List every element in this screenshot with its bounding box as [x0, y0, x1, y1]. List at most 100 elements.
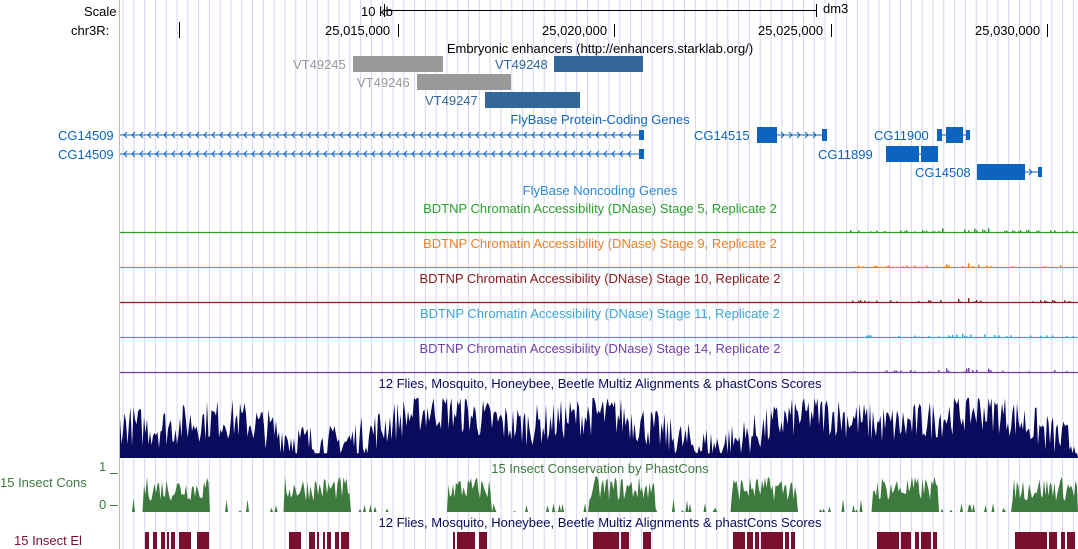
track-title-flybase-noncoding[interactable]: FlyBase Noncoding Genes [522, 183, 678, 198]
strand-chevron [131, 131, 136, 139]
track-title-enhancers[interactable]: Embryonic enhancers (http://enhancers.st… [446, 41, 754, 56]
gene-label-cg14509[interactable]: CG14509 [58, 147, 114, 162]
strand-chevron [427, 131, 432, 139]
scale-label: Scale [84, 4, 117, 19]
dnase-peak [886, 370, 888, 372]
track-title-flybase-coding[interactable]: FlyBase Protein-Coding Genes [510, 112, 690, 127]
track-title-dnase-stage9[interactable]: BDTNP Chromatin Accessibility (DNase) St… [423, 236, 777, 251]
conserved-element [467, 532, 469, 549]
dnase-peak [1072, 336, 1074, 337]
dnase-peak [964, 335, 966, 337]
dnase-peak [972, 370, 974, 372]
enhancer-block-vt49245[interactable] [353, 56, 443, 72]
dnase-peak [978, 264, 980, 267]
conserved-element [145, 532, 147, 549]
phastcons-side-label[interactable]: 15 Insect Cons [0, 475, 87, 490]
strand-chevron [163, 131, 168, 139]
conserved-element [647, 532, 649, 549]
dnase-peak [876, 230, 878, 232]
dnase-peak [950, 336, 952, 337]
strand-chevron [459, 150, 464, 158]
gene-label-cg14508[interactable]: CG14508 [915, 165, 971, 180]
enhancer-label-vt49247[interactable]: VT49247 [425, 93, 478, 108]
track-title-dnase-stage5[interactable]: BDTNP Chromatin Accessibility (DNase) St… [423, 201, 777, 216]
conserved-element [1043, 532, 1045, 549]
conserved-element [889, 532, 891, 549]
enhancer-block-vt49247[interactable] [485, 92, 580, 108]
phastcons-histogram [120, 476, 1078, 512]
dnase-peak [1032, 301, 1034, 302]
conserved-element [171, 532, 173, 549]
enhancer-block-vt49246[interactable] [417, 74, 511, 90]
gene-label-cg11900[interactable]: CG11900 [874, 128, 929, 143]
enhancer-label-vt49246[interactable]: VT49246 [357, 75, 410, 90]
conserved-element [297, 532, 299, 549]
conserved-element [877, 532, 879, 549]
conserved-element [879, 532, 881, 549]
enhancer-label-vt49248[interactable]: VT49248 [495, 57, 548, 72]
conserved-elements-track [145, 532, 1075, 549]
gene-label-cg14509[interactable]: CG14509 [58, 128, 114, 143]
track-title-elements[interactable]: 12 Flies, Mosquito, Honeybee, Beetle Mul… [378, 515, 822, 530]
gene-models[interactable] [120, 127, 1042, 180]
strand-chevron [163, 150, 168, 158]
scale-bar [384, 4, 817, 17]
conserved-element [183, 532, 185, 549]
dnase-peak [934, 231, 936, 232]
conserved-element [881, 532, 883, 549]
dnase-peak [932, 231, 934, 232]
conserved-element [751, 532, 753, 549]
strand-chevron [227, 150, 232, 158]
gene-label-cg14515[interactable]: CG14515 [694, 128, 750, 143]
dnase-peak [958, 299, 960, 302]
dnase-peak [1030, 335, 1032, 337]
dnase-peak [906, 230, 908, 232]
dnase-peak [962, 266, 964, 267]
conserved-element [481, 532, 483, 549]
conserved-element [597, 532, 599, 549]
conserved-element [1019, 532, 1021, 549]
strand-chevron [555, 131, 560, 139]
strand-chevron [547, 150, 552, 158]
gene-label-cg11899[interactable]: CG11899 [818, 147, 873, 162]
conserved-element [1071, 532, 1073, 549]
genome-assembly: dm3 [823, 1, 849, 16]
dnase-peak [888, 265, 890, 267]
track-title-phastcons[interactable]: 15 Insect Conservation by PhastCons [491, 461, 709, 476]
enhancer-block-vt49248[interactable] [554, 56, 643, 72]
strand-chevron [587, 150, 592, 158]
strand-chevron [339, 150, 344, 158]
strand-chevron [259, 150, 264, 158]
dnase-peak [1066, 335, 1068, 337]
dnase-peak [876, 266, 878, 267]
dnase-peak [914, 231, 916, 232]
track-title-dnase-stage10[interactable]: BDTNP Chromatin Accessibility (DNase) St… [419, 271, 781, 286]
strand-chevron [483, 131, 488, 139]
conserved-element [1017, 532, 1019, 549]
conserved-element [1051, 532, 1053, 549]
track-title-multiz[interactable]: 12 Flies, Mosquito, Honeybee, Beetle Mul… [378, 376, 822, 391]
track-title-dnase-stage11[interactable]: BDTNP Chromatin Accessibility (DNase) St… [419, 306, 781, 321]
strand-chevron [179, 131, 184, 139]
ruler-tick-label: 25,030,000 [975, 23, 1041, 38]
conserved-element [603, 532, 605, 549]
enhancer-label-vt49245[interactable]: VT49245 [293, 57, 346, 72]
conserved-element [1061, 532, 1063, 549]
elements-side-label[interactable]: 15 Insect El [14, 533, 82, 548]
dnase-peak [1066, 371, 1068, 372]
strand-chevron [347, 150, 352, 158]
strand-chevron [187, 131, 192, 139]
gene-exon [937, 129, 942, 141]
track-title-dnase-stage14[interactable]: BDTNP Chromatin Accessibility (DNase) St… [419, 341, 781, 356]
strand-chevron [563, 150, 568, 158]
dnase-peak [1046, 335, 1048, 337]
conserved-element [895, 532, 897, 549]
dnase-peak [952, 335, 954, 337]
conserved-element [915, 532, 917, 549]
dnase-peak [914, 370, 916, 372]
conserved-element [595, 532, 597, 549]
strand-chevron [347, 131, 352, 139]
conserved-element [1069, 532, 1071, 549]
